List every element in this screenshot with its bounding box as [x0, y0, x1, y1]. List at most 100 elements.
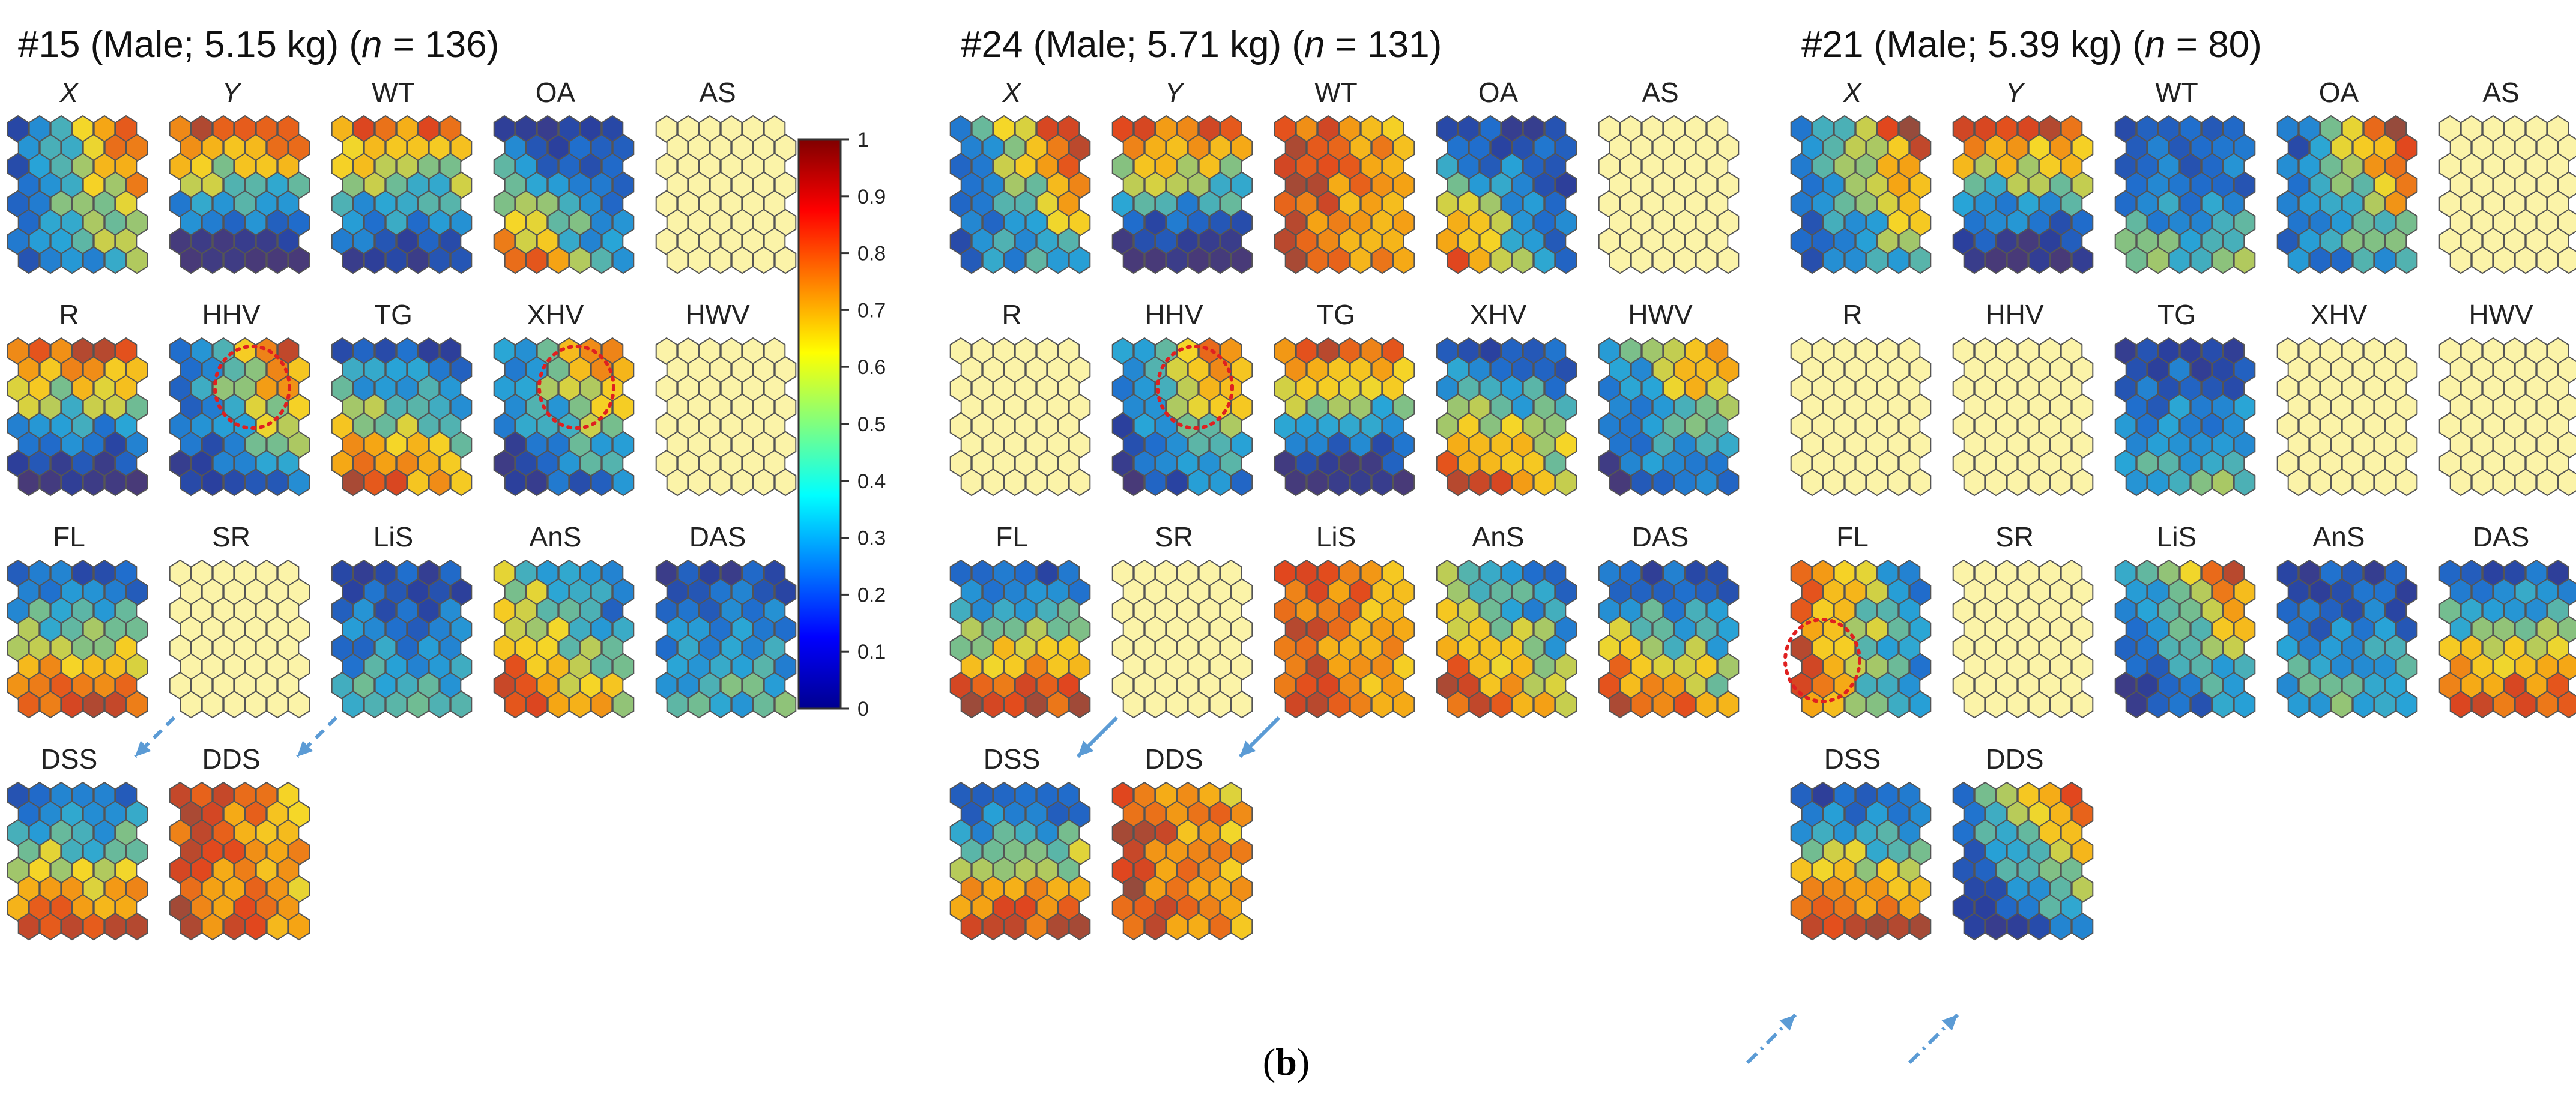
hex-cell: [2352, 246, 2375, 274]
hex-cell: [1511, 246, 1534, 274]
hex-cell: [1555, 468, 1577, 497]
hex-cell: [1392, 246, 1415, 274]
hex-cell: [2233, 690, 2256, 719]
hex-cell: [1652, 468, 1675, 497]
hex-cell: [61, 246, 83, 274]
hex-cell: [2233, 468, 2256, 497]
hex-cell: [1144, 912, 1167, 941]
hex-cell: [2557, 468, 2576, 497]
hex-cell: [666, 468, 689, 497]
map-label: XHV: [1470, 299, 1527, 330]
hex-cell: [2168, 246, 2191, 274]
hex-cell: [1844, 468, 1867, 497]
map-R: R: [7, 299, 148, 497]
map-label: FL: [53, 521, 85, 552]
hex-cell: [2190, 246, 2213, 274]
hex-cell: [407, 690, 429, 719]
hex-cell: [61, 690, 83, 719]
hex-cell: [2233, 246, 2256, 274]
hex-cell: [104, 912, 127, 941]
hex-cell: [2309, 468, 2332, 497]
hex-cell: [1822, 912, 1845, 941]
hex-cell: [2049, 912, 2072, 941]
hex-cell: [2395, 246, 2418, 274]
map-label: AnS: [530, 521, 582, 552]
hex-cell: [2006, 468, 2029, 497]
map-DDS: DDS: [1908, 743, 2094, 1065]
hex-cell: [1844, 690, 1867, 719]
map-label: LiS: [2157, 521, 2197, 552]
map-label: HHV: [1985, 299, 2043, 330]
hex-cell: [774, 468, 797, 497]
hex-cell: [385, 690, 408, 719]
map-label: DSS: [1824, 743, 1881, 775]
map-label: HHV: [1144, 299, 1203, 330]
hex-cell: [61, 912, 83, 941]
hex-cell: [2514, 246, 2537, 274]
map-AnS: AnS: [493, 521, 635, 719]
hex-cell: [1866, 246, 1888, 274]
map-SR: SR: [1111, 521, 1253, 719]
highlight-circle: [1156, 345, 1234, 430]
hex-cell: [1673, 246, 1696, 274]
hex-cell: [1392, 468, 1415, 497]
map-label: TG: [2157, 299, 2196, 330]
hex-cell: [1717, 246, 1740, 274]
hex-cell: [2536, 690, 2559, 719]
hex-cell: [450, 246, 473, 274]
map-HHV: HHV: [1952, 299, 2094, 497]
map-label: AnS: [1472, 521, 1525, 552]
hex-cell: [1447, 468, 1469, 497]
hex-cell: [2287, 246, 2310, 274]
panel-caption: (b): [1263, 1041, 1310, 1083]
hex-cell: [2330, 690, 2353, 719]
hex-cell: [982, 246, 1005, 274]
hex-cell: [428, 246, 451, 274]
map-SR: SR: [169, 521, 310, 719]
map-label: TG: [374, 299, 413, 330]
hex-cell: [1801, 246, 1824, 274]
hex-cell: [1284, 690, 1307, 719]
hex-cell: [223, 468, 246, 497]
hex-cell: [1349, 468, 1372, 497]
hex-cell: [1025, 690, 1048, 719]
hex-cell: [1985, 912, 2007, 941]
hex-cell: [1555, 690, 1577, 719]
hex-cell: [1673, 690, 1696, 719]
hex-cell: [1887, 246, 1910, 274]
hex-cell: [266, 468, 289, 497]
map-LiS: LiS: [1274, 521, 1415, 719]
colorbar-tick-label: 0.2: [857, 584, 886, 606]
hex-cell: [960, 690, 983, 719]
hex-cell: [1371, 690, 1394, 719]
hex-cell: [2514, 468, 2537, 497]
hex-cell: [590, 246, 613, 274]
hex-cell: [201, 468, 224, 497]
map-label: AS: [1642, 77, 1678, 108]
hex-cell: [688, 246, 710, 274]
hex-cell: [774, 246, 797, 274]
hex-cell: [2049, 246, 2072, 274]
hex-cell: [1801, 690, 1824, 719]
hex-cell: [2190, 468, 2213, 497]
hex-cell: [1122, 690, 1145, 719]
hex-cell: [2309, 246, 2332, 274]
hex-cell: [1717, 468, 1740, 497]
colorbar-gradient: [797, 138, 842, 710]
map-label: AS: [699, 77, 736, 108]
hex-cell: [82, 690, 105, 719]
map-label: DAS: [1632, 521, 1689, 552]
hex-cell: [612, 468, 635, 497]
hex-cell: [666, 690, 689, 719]
map-R: R: [1790, 299, 1932, 497]
hex-cell: [2006, 246, 2029, 274]
hex-cell: [17, 690, 40, 719]
hex-cell: [1003, 246, 1026, 274]
hex-cell: [2374, 246, 2396, 274]
hex-cell: [1490, 468, 1513, 497]
map-WT: WT: [331, 77, 473, 274]
map-label: DDS: [1144, 743, 1203, 775]
hex-cell: [39, 246, 62, 274]
hex-cell: [2071, 468, 2094, 497]
